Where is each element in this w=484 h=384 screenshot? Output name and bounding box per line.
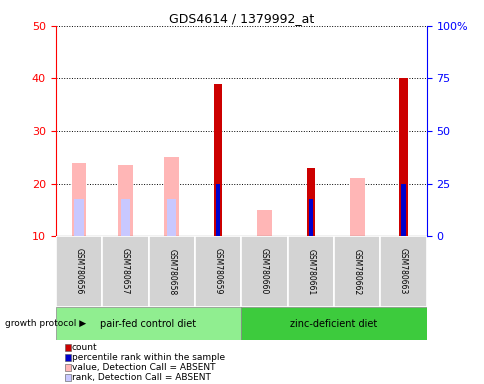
Text: GSM780657: GSM780657 (121, 248, 130, 295)
Bar (74, 199, 83, 236)
Bar (56, 307, 241, 340)
Bar (164, 157, 179, 236)
Text: GSM780658: GSM780658 (167, 248, 176, 295)
Text: pair-fed control diet: pair-fed control diet (100, 318, 196, 329)
Bar (241, 236, 287, 307)
Title: GDS4614 / 1379992_at: GDS4614 / 1379992_at (168, 12, 313, 25)
Text: percentile rank within the sample: percentile rank within the sample (72, 353, 224, 362)
Text: zinc-deficient diet: zinc-deficient diet (290, 318, 377, 329)
Bar (308, 199, 313, 236)
Bar (213, 84, 222, 236)
Bar (121, 199, 130, 236)
Bar (349, 178, 364, 236)
Text: rank, Detection Call = ABSENT: rank, Detection Call = ABSENT (72, 373, 210, 382)
Bar (306, 168, 315, 236)
Text: GSM780660: GSM780660 (259, 248, 269, 295)
Bar (215, 184, 220, 236)
Bar (195, 236, 241, 307)
Bar (257, 210, 272, 236)
Text: GSM780659: GSM780659 (213, 248, 222, 295)
Bar (287, 236, 333, 307)
Bar (400, 184, 405, 236)
Bar (379, 236, 426, 307)
Bar (56, 236, 102, 307)
Text: GSM780662: GSM780662 (352, 248, 361, 295)
Bar (333, 236, 379, 307)
Text: GSM780663: GSM780663 (398, 248, 407, 295)
Text: value, Detection Call = ABSENT: value, Detection Call = ABSENT (72, 363, 214, 372)
Bar (72, 162, 86, 236)
Text: GSM780656: GSM780656 (75, 248, 83, 295)
Text: growth protocol ▶: growth protocol ▶ (5, 319, 86, 328)
Bar (102, 236, 148, 307)
Bar (241, 307, 426, 340)
Bar (166, 199, 176, 236)
Bar (148, 236, 195, 307)
Bar (118, 165, 133, 236)
Text: count: count (72, 343, 97, 352)
Bar (399, 78, 407, 236)
Text: GSM780661: GSM780661 (306, 248, 315, 295)
